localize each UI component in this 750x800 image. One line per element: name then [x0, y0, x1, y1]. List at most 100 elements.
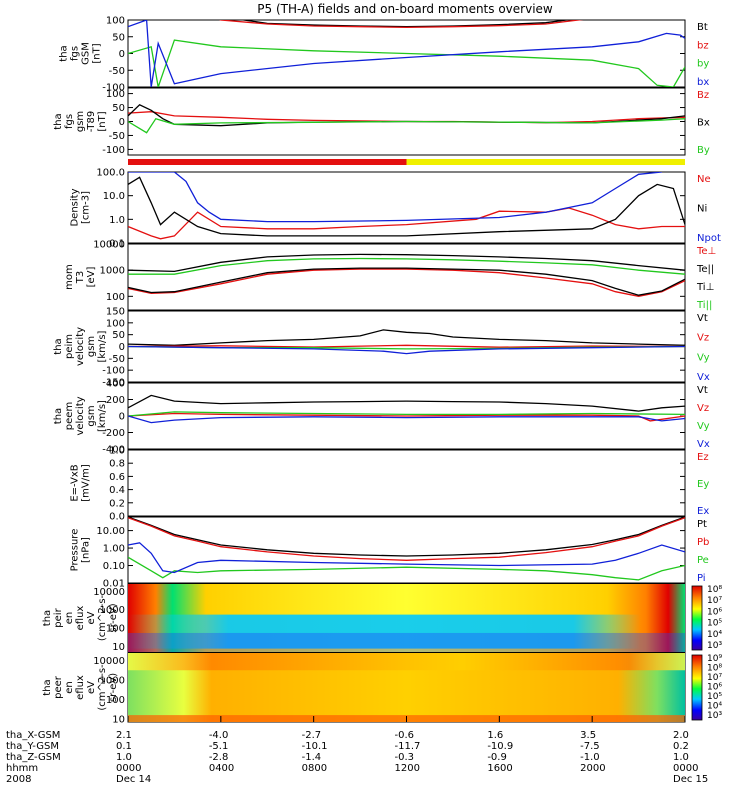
panel-frame [127, 516, 686, 584]
y-axis-label-line: [cm-3] [81, 191, 92, 224]
y-axis-label-line: eV [86, 611, 97, 624]
ephemeris-row-label: tha_X-GSM [6, 730, 60, 741]
y-axis-label-line: tha [42, 679, 53, 695]
ephemeris-value: 2.0 [673, 730, 689, 741]
legend-Vt: Vt [697, 313, 708, 324]
y-axis-label-line: peem [64, 402, 75, 430]
y-tick-label: 400 [106, 379, 125, 390]
y-axis-label-line: sr-eV) [108, 673, 119, 702]
y-tick-label: -50 [109, 66, 125, 77]
legend-Vz: Vz [697, 403, 709, 414]
panel-e-field: 1.0 0.8 0.6 0.4 0.2 0.0 E=-VxB [mV/m] Ez Ey Ex [70, 446, 710, 523]
colorbar-ion-spectrogram-scale [691, 585, 703, 651]
ephemeris-value: -0.6 [395, 730, 415, 741]
series-Vx-line [128, 415, 685, 424]
series-Vt-line [128, 394, 685, 412]
y-tick-label: -400 [102, 445, 125, 456]
y-axis-label-line: [km/s] [97, 400, 108, 432]
ephemeris-row-label: 2008 [6, 774, 31, 785]
panel-peem-velocity: 400 200 0 -200 -400 tha peem velocity gsm [km/s] V… [53, 379, 710, 456]
colorbar-label: 10⁸ [707, 664, 722, 674]
legend-By: By [697, 145, 710, 156]
ephemeris-value: -4.0 [209, 730, 229, 741]
ephemeris-value: 2000 [580, 763, 605, 774]
legend-by: by [697, 59, 709, 70]
y-axis-label-line: gsm [86, 405, 97, 426]
y-tick-label: 100 [106, 16, 125, 27]
y-axis-label-line: tha [59, 45, 70, 61]
y-axis-label: tha peem velocity gsm [km/s] [53, 396, 108, 435]
ephemeris-value: 0.2 [673, 741, 689, 752]
bottom-axis: tha_X-GSMtha_Y-GSMtha_Z-GSMhhmm20082.10.… [6, 716, 708, 785]
ephemeris-value: 2.1 [116, 730, 132, 741]
series-group [128, 329, 685, 355]
series-Pi-line [128, 542, 685, 574]
series-Te⊥-line [128, 268, 685, 297]
y-axis-label-line: velocity [75, 327, 86, 366]
ephemeris-value: Dec 15 [673, 774, 708, 785]
y-tick-label: 1.00 [103, 544, 125, 555]
y-tick-label: 50 [112, 32, 125, 43]
y-axis-label: tha fgs gsm -T89 [nT] [53, 111, 108, 133]
legend-Bz: Bz [697, 90, 709, 101]
series-bx-line [128, 20, 685, 87]
ephemeris-value: -7.5 [580, 741, 600, 752]
legend-Te⊥: Te⊥ [696, 246, 716, 257]
legend-Pb: Pb [697, 537, 709, 548]
legend-Te||: Te|| [696, 264, 714, 275]
y-axis-label: Density [cm-3] [70, 188, 92, 226]
y-tick-label: 0.0 [109, 512, 125, 523]
legend-Ni: Ni [697, 204, 707, 215]
y-tick-label: 10 [112, 714, 125, 725]
legend-bz: bz [697, 40, 709, 51]
panel-fgs: 100 50 0 -50 -100 tha fgs GSM [nT] Bt bz by bx [59, 16, 710, 94]
y-tick-label: 100 [106, 695, 125, 706]
y-axis-label-line: tha [53, 408, 64, 424]
y-tick-label: 0.10 [103, 561, 125, 572]
series-Ni-line [128, 176, 685, 237]
legend-Npot: Npot [697, 233, 721, 244]
ephemeris-value: 0000 [673, 763, 698, 774]
series-Pb-line [128, 517, 685, 561]
series-group [128, 20, 685, 87]
legend-bx: bx [697, 77, 709, 88]
y-tick-label: 0 [119, 49, 125, 60]
y-axis-label-line: [mV/m] [81, 464, 92, 502]
y-tick-label: 200 [106, 395, 125, 406]
y-axis-label-line: [nPa] [81, 537, 92, 563]
y-axis-label: tha peir en eflux eV (cm^2-s-sr-eV) [42, 594, 119, 641]
legend-Pe: Pe [697, 555, 709, 566]
y-axis-label-line: E=-VxB [70, 464, 81, 501]
ephemeris-value: 3.5 [580, 730, 596, 741]
ion-low-energy-band [128, 614, 685, 649]
y-tick-label: 100 [106, 292, 125, 303]
y-axis-label-line: eV [86, 681, 97, 694]
y-axis-label: E=-VxB [mV/m] [70, 464, 92, 502]
ephemeris-value: -1.4 [302, 752, 322, 763]
series-group [128, 104, 685, 134]
panel-frame [127, 243, 686, 311]
colorbar-label: 10³ [707, 711, 722, 721]
y-axis-label-line: [km/s] [97, 330, 108, 362]
y-tick-label: 0.01 [103, 579, 125, 590]
legend-Bx: Bx [697, 118, 710, 129]
y-axis-label: tha peer en eflux eV (cm^2-s-sr-eV) [42, 664, 119, 711]
series-group [128, 394, 685, 424]
y-tick-label: 0.6 [109, 472, 125, 483]
colorbar-label: 10⁶ [707, 607, 722, 617]
ephemeris-row-label: hhmm [6, 763, 38, 774]
series-Pt-line [128, 517, 685, 557]
y-tick-label: 100 [106, 89, 125, 100]
y-axis-label-line: T3 [75, 271, 86, 284]
series-Vx-line [128, 345, 685, 355]
ephemeris-value: 0800 [302, 763, 327, 774]
y-tick-label: 0 [119, 342, 125, 353]
y-axis-label-line: [nT] [92, 43, 103, 63]
legend-Ez: Ez [697, 452, 709, 463]
series-Ti||-line [128, 257, 685, 275]
series-Bt-line [239, 20, 572, 28]
